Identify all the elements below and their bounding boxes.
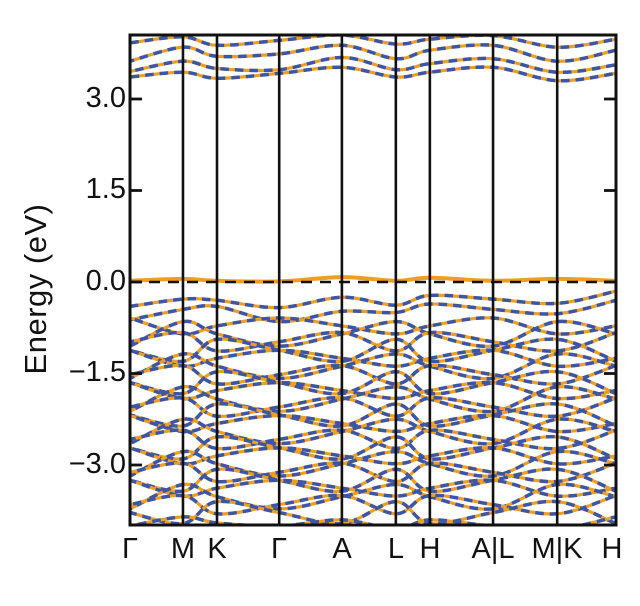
valence-band-1-orange-solid	[130, 289, 616, 310]
valence-band-27-blue-dashed	[130, 515, 616, 525]
x-tick-label-l: L	[387, 533, 405, 565]
valence-band-25-blue-dashed	[130, 493, 616, 516]
valence-band-20-blue-dashed	[130, 449, 616, 478]
flat-band-orange	[130, 275, 616, 284]
valence-band-13-blue-dashed	[130, 395, 616, 419]
x-tick-label-a1: A	[332, 533, 352, 565]
x-tick-label-m: M	[170, 533, 196, 565]
x-tick-label-a-l: A|L	[471, 533, 515, 565]
valence-band-14-blue-dashed	[130, 402, 616, 428]
x-tick-label-h2: H	[601, 533, 623, 565]
valence-band-9-blue-dashed	[130, 363, 616, 386]
y-tick-label-neg1.5: −1.5	[68, 355, 126, 388]
plot-frame	[128, 33, 618, 527]
valence-band-21-blue-dashed	[130, 461, 616, 484]
x-tick-label-h1: H	[419, 533, 441, 565]
valence-band-7-blue-dashed	[130, 348, 616, 369]
y-axis-title: Energy (eV)	[18, 203, 53, 375]
valence-band-26-blue-dashed	[130, 499, 616, 525]
axes-layer	[128, 33, 618, 527]
valence-band-4-blue-dashed	[130, 319, 616, 349]
valence-band-19-blue-dashed	[130, 445, 616, 466]
valence-band-12-blue-dashed	[130, 384, 616, 414]
conduction-band-3-blue-dashed	[130, 55, 616, 74]
valence-band-24-blue-dashed	[130, 482, 616, 511]
y-tick-label-neg3.0: −3.0	[68, 447, 126, 480]
valence-band-23-blue-dashed	[130, 478, 616, 498]
x-tick-label-gamma1: Γ	[122, 533, 138, 565]
valence-band-3-blue-dashed	[130, 316, 616, 336]
valence-band-15-blue-dashed	[130, 413, 616, 434]
conduction-band-4-orange-solid	[130, 65, 616, 83]
valence-band-10-blue-dashed	[130, 369, 616, 396]
conduction-band-2-blue-dashed	[130, 43, 616, 63]
valence-band-22-blue-dashed	[130, 467, 616, 494]
x-tick-label-m-k: M|K	[531, 533, 583, 565]
valence-band-5-blue-dashed	[130, 330, 616, 353]
x-tick-label-k: K	[207, 533, 227, 565]
valence-band-6-blue-dashed	[130, 337, 616, 364]
valence-band-17-blue-dashed	[130, 428, 616, 451]
valence-band-11-blue-dashed	[130, 380, 616, 401]
x-tick-label-gamma2: Γ	[271, 533, 287, 565]
valence-band-18-blue-dashed	[130, 434, 616, 461]
valence-band-8-orange-solid	[130, 352, 616, 381]
y-tick-label-3.0: 3.0	[85, 81, 126, 114]
valence-band-16-blue-dashed	[130, 417, 616, 446]
y-tick-label-0.0: 0.0	[85, 264, 126, 297]
conduction-band-1-orange-solid	[130, 35, 616, 49]
valence-band-2-blue-dashed	[130, 298, 616, 324]
y-tick-label-1.5: 1.5	[85, 172, 126, 205]
bands-layer	[130, 35, 616, 525]
